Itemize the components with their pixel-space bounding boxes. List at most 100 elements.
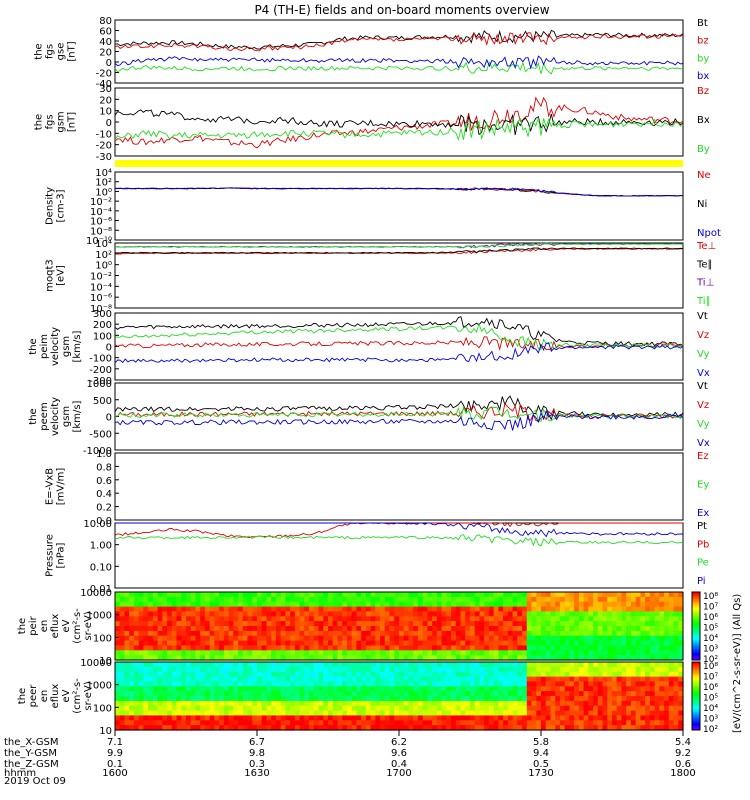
heatmap-cell (602, 601, 608, 608)
heatmap-cell (332, 596, 338, 603)
heatmap-cell (389, 676, 395, 683)
heatmap-cell (470, 710, 476, 717)
heatmap-cell (588, 681, 594, 687)
heatmap-cell (138, 596, 144, 603)
heatmap-cell (133, 720, 140, 726)
heatmap-cell (252, 621, 258, 627)
heatmap-cell (517, 725, 523, 731)
heatmap-cell (536, 655, 542, 661)
heatmap-cell (673, 700, 679, 707)
heatmap-cell (673, 616, 679, 622)
heatmap-cell (484, 645, 490, 651)
heatmap-cell (597, 696, 604, 702)
y-label-line: (cm²-s- (72, 608, 83, 644)
heatmap-cell (432, 686, 438, 692)
heatmap-cell (294, 596, 301, 603)
heatmap-cell (242, 592, 249, 598)
heatmap-cell (493, 666, 499, 673)
heatmap-cell (441, 592, 447, 598)
heatmap-cell (441, 671, 447, 678)
y-label-line: peir (28, 615, 39, 635)
heatmap (115, 592, 684, 661)
heatmap-cell (148, 645, 154, 651)
colorbar-cell (692, 607, 700, 611)
heatmap-cell (242, 720, 249, 726)
heatmap-cell (626, 606, 632, 613)
heatmap-cell (488, 596, 495, 603)
heatmap-cell (271, 666, 277, 673)
heatmap-cell (200, 611, 206, 617)
heatmap-cell (228, 700, 234, 707)
heatmap-cell (512, 681, 518, 687)
heatmap-cell (522, 710, 528, 717)
heatmap-cell (536, 630, 542, 637)
heatmap-cell (181, 705, 187, 712)
heatmap-cell (252, 601, 258, 608)
heatmap-cell (399, 635, 405, 642)
heatmap-cell (323, 626, 329, 632)
heatmap-cell (309, 676, 315, 683)
heatmap-cell (645, 710, 651, 717)
heatmap-cell (531, 655, 537, 661)
series-line (114, 322, 684, 351)
heatmap-cell (313, 640, 320, 647)
heatmap-cell (384, 645, 391, 651)
heatmap-cell (649, 705, 656, 712)
heatmap-cell (323, 705, 329, 712)
heatmap-cell (138, 655, 144, 661)
heatmap-cell (342, 645, 348, 651)
heatmap-cell (479, 691, 485, 697)
heatmap-cell (238, 645, 244, 651)
colorbar-cell (692, 700, 700, 704)
heatmap-cell (271, 696, 277, 702)
heatmap-cell (318, 710, 324, 717)
heatmap-cell (616, 700, 622, 707)
heatmap-cell (503, 666, 509, 673)
heatmap-cell (507, 662, 514, 668)
heatmap-cell (578, 645, 585, 651)
heatmap-cell (678, 640, 684, 647)
y-label-line: the (17, 688, 28, 704)
y-tick-label: -200 (89, 365, 112, 376)
heatmap-cell (318, 645, 324, 651)
heatmap-cell (252, 671, 258, 678)
heatmap-cell (384, 596, 391, 603)
heatmap-cell (432, 630, 438, 637)
heatmap-cell (361, 611, 367, 617)
heatmap-cell (541, 696, 547, 702)
heatmap-cell (380, 710, 386, 717)
heatmap-cell (124, 621, 130, 627)
heatmap-cell (361, 705, 367, 712)
heatmap-cell (195, 596, 201, 603)
heatmap-cell (531, 650, 537, 656)
heatmap-cell (588, 645, 594, 651)
heatmap-cell (541, 650, 547, 656)
heatmap-cell (365, 671, 372, 678)
y-label-line: sr-eV) (83, 611, 94, 640)
heatmap-cell (162, 596, 168, 603)
heatmap-cell (597, 606, 604, 613)
heatmap-cell (247, 715, 253, 721)
heatmap-cell (555, 696, 561, 702)
heatmap-cell (460, 725, 466, 731)
heatmap-cell (607, 606, 613, 613)
colorbar-cell (692, 626, 700, 629)
heatmap-cell (569, 606, 575, 613)
heatmap-cell (612, 616, 618, 622)
heatmap-cell (119, 662, 125, 668)
heatmap-cell (261, 710, 267, 717)
heatmap-cell (394, 630, 400, 637)
heatmap-cell (186, 640, 192, 647)
heatmap-cell (399, 696, 405, 702)
heatmap-cell (507, 681, 514, 687)
heatmap-cell (564, 710, 570, 717)
heatmap-cell (275, 676, 282, 683)
heatmap-cell (446, 626, 452, 632)
heatmap-cell (612, 655, 618, 661)
heatmap-cell (645, 676, 651, 683)
heatmap-cell (133, 626, 140, 632)
y-label-line: [km/s] (72, 330, 83, 362)
date-label: 2019 Oct 09 (4, 776, 66, 787)
heatmap-cell (271, 635, 277, 642)
heatmap-cell (228, 606, 234, 613)
